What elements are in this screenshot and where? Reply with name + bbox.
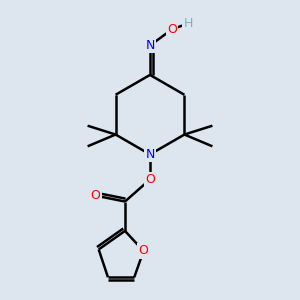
Text: O: O xyxy=(145,173,155,186)
Text: N: N xyxy=(145,148,155,161)
Text: O: O xyxy=(91,189,100,202)
Text: N: N xyxy=(145,39,155,52)
Text: H: H xyxy=(184,17,193,30)
Text: O: O xyxy=(167,23,177,36)
Text: O: O xyxy=(139,244,148,257)
